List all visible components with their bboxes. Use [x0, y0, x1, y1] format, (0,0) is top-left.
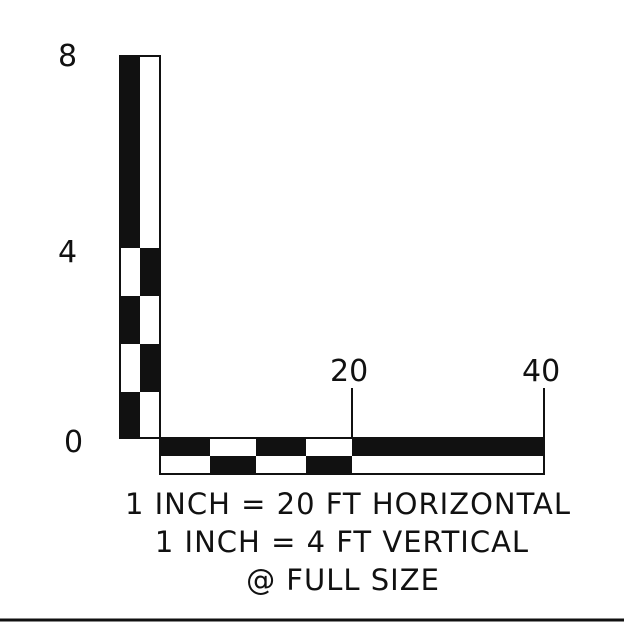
vertical-tick-label-4: 4	[58, 235, 77, 270]
horizontal-bar-segment	[352, 438, 544, 456]
horizontal-tick-label-40: 40	[522, 354, 560, 389]
vertical-bar-segment	[120, 56, 140, 248]
vertical-bar-segment	[140, 344, 160, 392]
vertical-bar-segment	[140, 392, 160, 438]
scale-note-horizontal: 1 INCH = 20 FT HORIZONTAL	[125, 487, 571, 521]
vertical-bar-outline	[119, 55, 161, 439]
vertical-bar-segment	[140, 248, 160, 296]
horizontal-scale-bar	[159, 437, 545, 475]
horizontal-bar-segment	[306, 438, 352, 456]
vertical-bar-segment	[140, 296, 160, 344]
vertical-bar-segment	[120, 296, 140, 344]
scale-note-vertical: 1 INCH = 4 FT VERTICAL	[155, 525, 529, 559]
horizontal-bar-segment	[256, 438, 306, 456]
scale-note-full-size: @ FULL SIZE	[246, 563, 440, 597]
horizontal-bar-segment	[306, 456, 352, 474]
vertical-tick-label-0: 0	[64, 425, 83, 460]
horizontal-bar-segment	[160, 456, 210, 474]
vertical-tick-label-8: 8	[58, 39, 77, 74]
horizontal-bar-segment	[160, 438, 210, 456]
horizontal-bar-segment	[210, 456, 256, 474]
horizontal-bar-segment	[256, 456, 306, 474]
vertical-bar-segment	[120, 392, 140, 438]
vertical-scale-bar	[119, 55, 161, 439]
horizontal-tick-label-20: 20	[330, 354, 368, 389]
horizontal-bar-segment	[210, 438, 256, 456]
vertical-bar-segment	[120, 344, 140, 392]
vertical-bar-segment	[120, 248, 140, 296]
vertical-bar-segment	[140, 56, 160, 248]
horizontal-bar-segment	[352, 456, 544, 474]
